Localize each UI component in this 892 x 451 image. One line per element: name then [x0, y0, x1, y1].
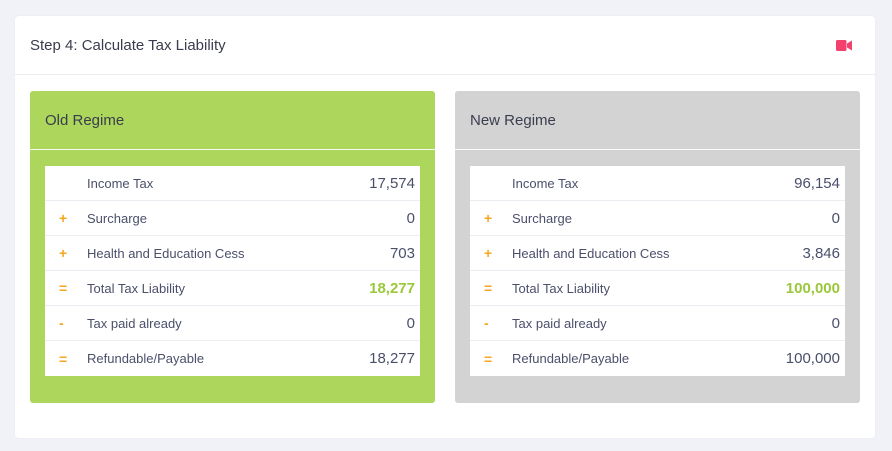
row-value: 3,846 — [802, 244, 840, 262]
row-value: 0 — [406, 314, 415, 332]
operator: = — [59, 350, 68, 367]
card-title: Step 4: Calculate Tax Liability — [30, 36, 226, 54]
row-label: Refundable/Payable — [87, 351, 205, 366]
operator: = — [484, 350, 493, 367]
row-value: 100,000 — [785, 350, 840, 367]
operator: - — [59, 315, 64, 331]
row-label: Health and Education Cess — [512, 245, 670, 261]
table-row: = Refundable/Payable 100,000 — [470, 341, 845, 376]
row-label: Income Tax — [512, 175, 579, 191]
operator: = — [484, 280, 493, 296]
operator: + — [59, 245, 68, 261]
operator: = — [59, 280, 68, 296]
table-row: = Refundable/Payable 18,277 — [45, 341, 420, 376]
card-header: Step 4: Calculate Tax Liability — [15, 16, 875, 75]
table-row: + Health and Education Cess 703 — [45, 236, 420, 271]
new-regime-table: Income Tax 96,154 + Surcharge 0 + Health… — [470, 166, 845, 376]
row-label: Refundable/Payable — [512, 351, 630, 366]
table-row: + Surcharge 0 — [45, 201, 420, 236]
total-tax-liability-value: 18,277 — [369, 279, 415, 297]
total-tax-liability-value: 100,000 — [785, 279, 840, 297]
table-row: Income Tax 17,574 — [45, 166, 420, 201]
old-regime-panel: Old Regime Income Tax 17,574 + Surcharge… — [30, 91, 435, 403]
table-row: + Surcharge 0 — [470, 201, 845, 236]
row-label: Health and Education Cess — [87, 245, 245, 261]
table-row: - Tax paid already 0 — [470, 306, 845, 341]
row-value: 0 — [406, 209, 415, 227]
table-row: + Health and Education Cess 3,846 — [470, 236, 845, 271]
row-label: Surcharge — [512, 210, 572, 226]
row-label: Tax paid already — [512, 315, 607, 331]
row-value: 18,277 — [369, 350, 415, 367]
operator: + — [59, 210, 68, 226]
operator: + — [484, 210, 493, 226]
table-row: - Tax paid already 0 — [45, 306, 420, 341]
row-value: 703 — [389, 244, 415, 262]
old-regime-title: Old Regime — [30, 91, 435, 150]
table-row: Income Tax 96,154 — [470, 166, 845, 201]
old-regime-table: Income Tax 17,574 + Surcharge 0 + Health… — [45, 166, 420, 376]
row-label: Income Tax — [87, 175, 154, 191]
row-value: 17,574 — [369, 174, 415, 192]
row-label: Tax paid already — [87, 315, 182, 331]
row-label: Total Tax Liability — [87, 280, 186, 296]
row-label: Surcharge — [87, 210, 147, 226]
row-value: 96,154 — [794, 174, 840, 192]
row-value: 0 — [831, 209, 840, 227]
row-label: Total Tax Liability — [512, 280, 611, 296]
tax-liability-card: Step 4: Calculate Tax Liability Old Regi… — [15, 16, 875, 438]
operator: - — [484, 315, 489, 331]
operator: + — [484, 245, 493, 261]
row-value: 0 — [831, 314, 840, 332]
video-camera-icon[interactable] — [835, 38, 853, 52]
new-regime-panel: New Regime Income Tax 96,154 + Surcharge… — [455, 91, 860, 403]
table-row: = Total Tax Liability 100,000 — [470, 271, 845, 306]
new-regime-title: New Regime — [455, 91, 860, 150]
table-row: = Total Tax Liability 18,277 — [45, 271, 420, 306]
